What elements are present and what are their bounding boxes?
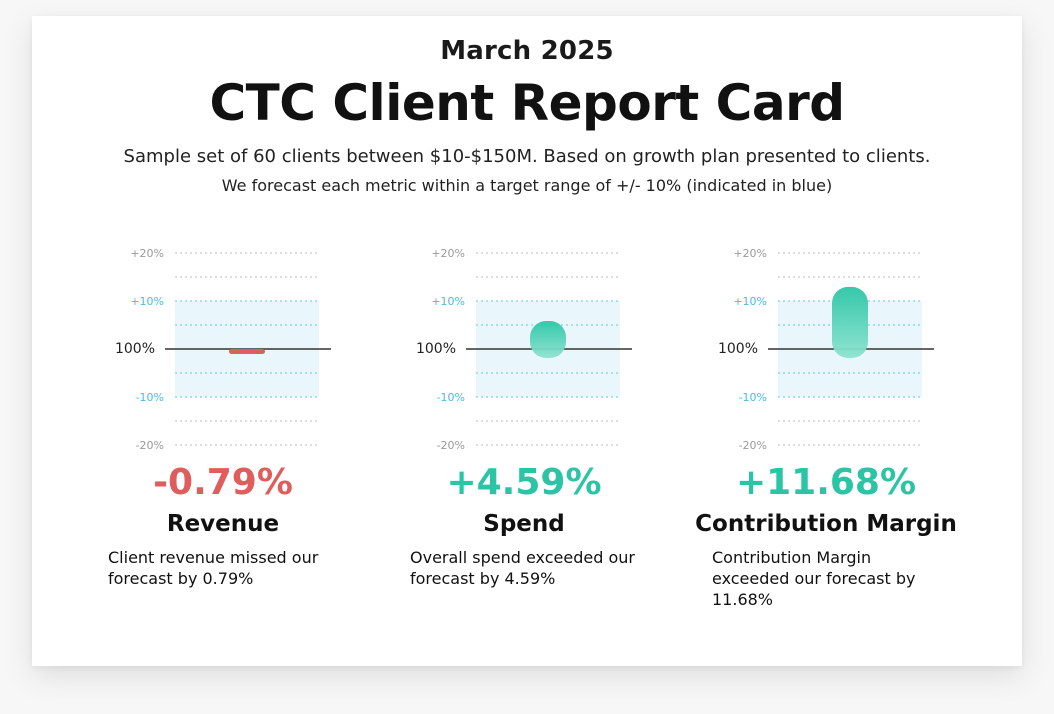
- tick-label: -20%: [437, 439, 465, 452]
- tick-label: 100%: [718, 341, 758, 357]
- tick-label: -10%: [437, 391, 465, 404]
- spend-metric-label: Spend: [483, 511, 565, 537]
- report-date: March 2025: [440, 36, 614, 66]
- tick-label: +20%: [130, 247, 164, 260]
- tick-label: +10%: [733, 295, 767, 308]
- contribution-margin-bar: [832, 286, 868, 358]
- contribution-margin-value: +11.68%: [735, 462, 917, 503]
- tick-label: +20%: [431, 247, 465, 260]
- revenue-metric-label: Revenue: [166, 511, 280, 537]
- tick-label: 100%: [115, 341, 155, 357]
- contribution-margin-description: Contribution Margin exceeded our forecas…: [712, 548, 916, 609]
- tick-label: -20%: [739, 439, 767, 452]
- spend-value: +4.59%: [446, 462, 602, 503]
- report-subtitle: Sample set of 60 clients between $10-$15…: [123, 146, 931, 167]
- tick-label: +10%: [130, 295, 164, 308]
- revenue-value: -0.79%: [153, 462, 293, 503]
- tick-label: -10%: [739, 391, 767, 404]
- tick-label: -10%: [136, 391, 164, 404]
- revenue-bar: [229, 349, 265, 354]
- report-title: CTC Client Report Card: [209, 74, 845, 132]
- revenue-description: Client revenue missed our forecast by 0.…: [108, 548, 319, 588]
- contribution-margin-metric-label: Contribution Margin: [695, 511, 957, 537]
- report-note: We forecast each metric within a target …: [221, 176, 833, 195]
- tick-label: -20%: [136, 439, 164, 452]
- tick-label: +20%: [733, 247, 767, 260]
- tick-label: +10%: [431, 295, 465, 308]
- tick-label: 100%: [416, 341, 456, 357]
- spend-description: Overall spend exceeded our forecast by 4…: [410, 548, 635, 588]
- spend-bar: [530, 320, 566, 358]
